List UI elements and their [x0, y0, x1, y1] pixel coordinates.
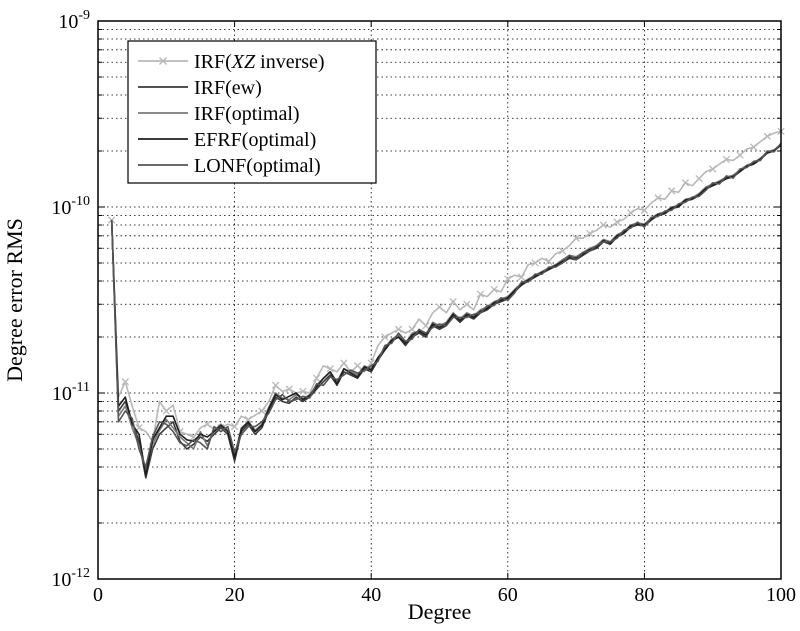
series-marker: [613, 218, 621, 226]
plot-frame: [97, 20, 782, 580]
series-marker: [490, 285, 498, 294]
series-marker: [572, 234, 580, 242]
series-marker: [681, 179, 690, 187]
legend-label-0: IRF(XZ inverse): [194, 51, 325, 73]
series-marker: [763, 132, 771, 140]
x-tick-label: 0: [93, 584, 103, 606]
series-marker: [722, 155, 731, 164]
series-marker: [476, 290, 485, 298]
series-marker: [668, 187, 676, 195]
series-marker: [162, 407, 170, 415]
series-marker: [504, 275, 512, 283]
legend: IRF(XZ inverse) IRF(ew) IRF(optimal) EFRF(o…: [127, 40, 377, 184]
series-marker: [394, 325, 403, 333]
x-tick-label: 100: [766, 584, 796, 606]
series-marker: [709, 165, 717, 173]
legend-label-4: LONF(optimal): [194, 155, 321, 177]
legend-label-1: IRF(ew): [194, 77, 262, 99]
series-marker: [203, 420, 211, 428]
series-marker: [558, 247, 567, 255]
series-line-3: [110, 144, 782, 477]
series-marker: [408, 325, 416, 333]
series-marker: [121, 378, 129, 386]
y-tick-label: 10-10: [51, 194, 90, 219]
x-tick-label: 60: [498, 584, 518, 606]
x-axis-title: Degree: [408, 599, 472, 624]
series-marker: [627, 209, 635, 217]
series-marker: [230, 422, 239, 431]
series-marker: [531, 259, 539, 267]
series-marker: [695, 175, 703, 183]
series-marker: [312, 374, 321, 382]
series-marker: [654, 194, 662, 202]
series-marker: [326, 365, 334, 373]
series-layer: [108, 127, 785, 479]
legend-label-2: IRF(optimal): [194, 103, 300, 125]
series-marker: [340, 359, 348, 367]
series-marker: [258, 407, 266, 415]
series-marker: [736, 151, 744, 159]
series-line-4: [110, 142, 782, 468]
ticks: 0 20 40 60 80 100 10-12 10-11 10-10 10-9: [51, 8, 796, 606]
y-tick-label: 10-11: [52, 380, 90, 405]
series-marker: [299, 387, 307, 396]
series-marker: [750, 143, 758, 151]
x-tick-label: 80: [634, 584, 654, 606]
series-marker: [381, 333, 389, 341]
legend-label-3: EFRF(optimal): [194, 129, 316, 151]
series-marker: [517, 273, 526, 281]
series-marker: [285, 385, 293, 393]
series-marker: [353, 362, 362, 370]
series-marker: [640, 206, 649, 214]
y-tick-label: 10-9: [58, 8, 90, 33]
y-axis-title: Degree error RMS: [2, 218, 27, 382]
y-tick-label: 10-12: [51, 566, 90, 591]
series-marker: [599, 221, 608, 229]
x-tick-label: 40: [361, 584, 381, 606]
legend-box: [127, 40, 377, 184]
series-marker: [463, 300, 471, 308]
series-marker: [244, 415, 252, 424]
series-marker: [422, 322, 430, 330]
series-marker: [545, 257, 553, 266]
series-marker: [449, 297, 457, 306]
series-marker: [435, 303, 444, 311]
series-marker: [586, 229, 594, 238]
x-tick-label: 20: [225, 584, 245, 606]
series-marker: [271, 381, 280, 389]
